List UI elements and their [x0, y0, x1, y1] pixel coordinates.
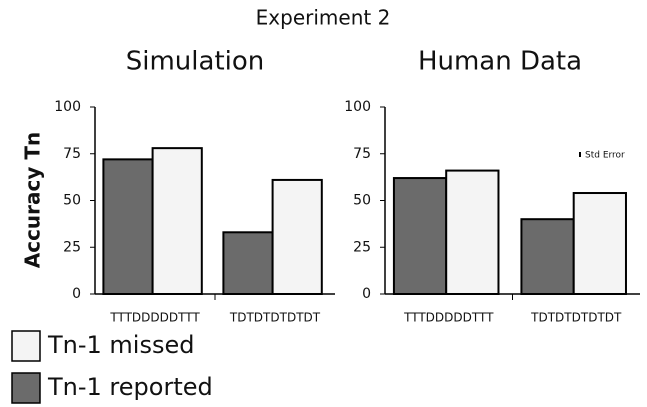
y-tick-label: 75 — [353, 146, 371, 162]
annotation: Std Error — [585, 151, 625, 161]
y-tick-label: 50 — [353, 193, 371, 209]
y-tick-label: 0 — [72, 286, 81, 302]
panel-title: Human Data — [418, 47, 582, 77]
x-tick-label: TDTDTDTDTDT — [530, 311, 622, 325]
panel-title: Simulation — [126, 47, 265, 77]
bar — [271, 178, 323, 295]
bar — [151, 147, 203, 295]
figure-title: Experiment 2 — [256, 6, 391, 30]
x-tick-label: TDTDTDTDTDT — [229, 311, 321, 325]
legend-label: Tn-1 missed — [47, 331, 194, 359]
bar — [445, 169, 500, 295]
legend-swatch — [11, 372, 41, 404]
y-tick-label: 25 — [63, 239, 81, 255]
y-axis-label: Accuracy Tn — [21, 132, 45, 269]
y-tick-label: 25 — [353, 239, 371, 255]
legend-label: Tn-1 reported — [47, 373, 213, 401]
annotation-marker — [579, 152, 581, 157]
y-tick-label: 100 — [344, 99, 371, 115]
x-tick-label: TTTDDDDDTTT — [403, 311, 494, 325]
bar — [392, 177, 448, 295]
y-tick-label: 75 — [63, 146, 81, 162]
bar — [520, 218, 575, 295]
bar — [102, 158, 154, 295]
x-tick-label: TTTDDDDDTTT — [109, 311, 200, 325]
legend-swatch — [11, 330, 41, 362]
bar — [572, 192, 627, 296]
bar — [222, 231, 274, 295]
y-tick-label: 100 — [54, 99, 81, 115]
y-tick-label: 50 — [63, 193, 81, 209]
y-tick-label: 0 — [362, 286, 371, 302]
